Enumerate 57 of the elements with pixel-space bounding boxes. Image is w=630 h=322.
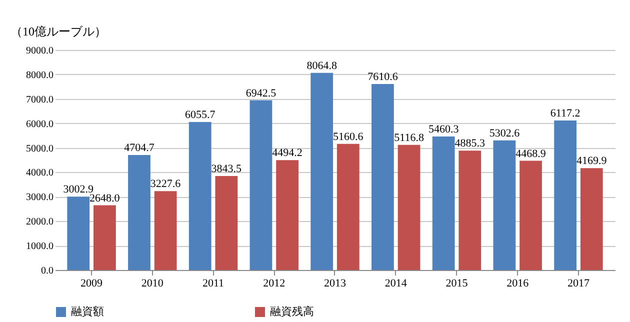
y-tick-label: 7000.0 bbox=[26, 94, 54, 106]
x-tick-label: 2011 bbox=[202, 278, 224, 290]
bar bbox=[276, 160, 298, 270]
y-tick-label: 1000.0 bbox=[26, 241, 54, 252]
data-label: 5302.6 bbox=[489, 127, 520, 140]
data-label: 6942.5 bbox=[246, 87, 277, 100]
x-tick-label: 2012 bbox=[263, 278, 286, 290]
bar bbox=[520, 160, 542, 270]
data-label: 5160.6 bbox=[333, 130, 364, 143]
x-tick-label: 2017 bbox=[567, 278, 590, 290]
bar bbox=[93, 205, 116, 270]
legend-label: 融資額 bbox=[71, 305, 104, 318]
bar bbox=[580, 168, 603, 270]
data-label: 4885.3 bbox=[454, 138, 486, 150]
data-label: 5116.8 bbox=[394, 132, 424, 144]
bar bbox=[493, 140, 516, 270]
y-tick-label: 2000.0 bbox=[26, 216, 54, 228]
x-tick-label: 2014 bbox=[384, 278, 408, 290]
bar bbox=[250, 100, 272, 270]
bar bbox=[554, 120, 577, 270]
data-label: 4494.2 bbox=[272, 147, 302, 160]
data-label: 7610.6 bbox=[368, 70, 398, 83]
bar bbox=[398, 144, 420, 270]
y-tick-label: 0.0 bbox=[41, 266, 54, 276]
y-tick-label: 9000.0 bbox=[26, 46, 54, 56]
bar bbox=[188, 122, 212, 270]
bar bbox=[154, 191, 177, 270]
bar bbox=[372, 84, 394, 270]
bar bbox=[215, 176, 238, 270]
data-label: 8064.8 bbox=[306, 60, 338, 72]
data-label: 4704.7 bbox=[124, 142, 155, 154]
y-tick-label: 5000.0 bbox=[26, 143, 54, 154]
data-label: 6117.2 bbox=[550, 107, 580, 120]
x-tick-label: 2015 bbox=[446, 278, 468, 290]
y-tick-label: 4000.0 bbox=[26, 168, 54, 179]
data-label: 2648.0 bbox=[90, 192, 120, 204]
data-label: 4169.9 bbox=[576, 155, 608, 168]
bar bbox=[336, 144, 360, 270]
data-label: 4468.9 bbox=[516, 148, 546, 160]
data-label: 5460.3 bbox=[428, 124, 460, 136]
bar bbox=[310, 72, 334, 270]
y-tick-label: 6000.0 bbox=[26, 118, 54, 130]
data-label: 3227.6 bbox=[150, 178, 182, 190]
x-tick-label: 2009 bbox=[80, 278, 104, 290]
bar bbox=[67, 196, 90, 270]
y-axis-title: （10億ルーブル） bbox=[10, 24, 106, 38]
x-tick-label: 2016 bbox=[506, 278, 530, 290]
data-label: 3843.5 bbox=[211, 163, 242, 176]
legend-label: 融資残高 bbox=[270, 305, 314, 318]
x-tick-label: 2010 bbox=[141, 278, 164, 290]
bar bbox=[458, 150, 482, 270]
x-tick-label: 2013 bbox=[324, 278, 346, 290]
y-tick-label: 8000.0 bbox=[26, 70, 54, 81]
y-tick-label: 3000.0 bbox=[26, 192, 54, 204]
data-label: 6055.7 bbox=[184, 108, 216, 121]
bar bbox=[128, 154, 150, 270]
bar bbox=[432, 136, 455, 270]
